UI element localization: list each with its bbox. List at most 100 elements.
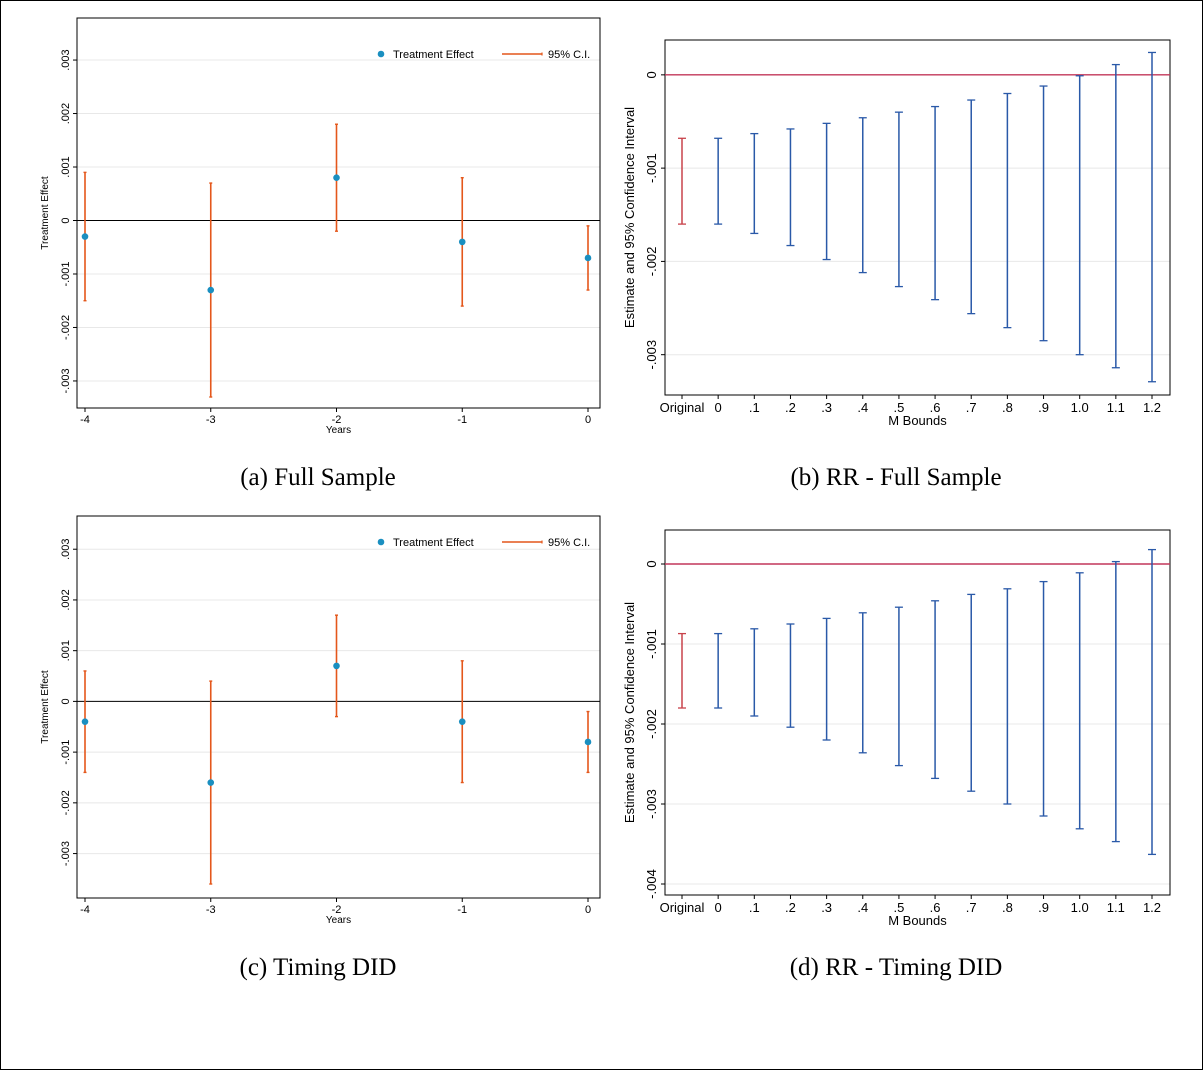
x-tick-label: .8: [1002, 900, 1013, 915]
legend-label-ci: 95% C.I.: [548, 537, 590, 549]
y-tick-label: -.001: [644, 629, 659, 659]
y-tick-label: -.002: [644, 709, 659, 739]
event-study-chart-full-sample: .003 .002 .001 0 -.001 -.002 -.003 -4 -3 -2 -1 0 Tre…: [40, 17, 601, 436]
x-tick-label: 1.0: [1071, 400, 1089, 415]
x-tick-label: -4: [80, 904, 90, 916]
y-tick-label: -.002: [60, 790, 72, 815]
y-tick-label: 0: [60, 217, 72, 223]
x-tick-label: -2: [332, 904, 342, 916]
y-tick-label: 0: [60, 698, 72, 704]
x-tick-label: .8: [1002, 400, 1013, 415]
x-tick-label: .7: [966, 400, 977, 415]
x-tick-label: 0: [715, 400, 722, 415]
y-tick-label: .003: [60, 49, 72, 70]
x-tick-label: -2: [332, 414, 342, 426]
x-tick-label: 0: [585, 414, 591, 426]
y-tick-label: 0: [644, 560, 659, 567]
treatment-effect-point: [458, 238, 466, 246]
x-tick-label: .4: [857, 900, 868, 915]
treatment-effect-point: [458, 718, 466, 725]
caption-a: (a) Full Sample: [240, 464, 396, 491]
x-tick-label: .9: [1038, 400, 1049, 415]
x-tick-label: -3: [206, 904, 216, 916]
rr-bounds-chart-full-sample: 0 -.001 -.002 -.003 Original 0 .1 .2 .3 .4 .5 .6 .7.…: [622, 39, 1171, 428]
x-axis-title: M Bounds: [888, 413, 947, 428]
y-tick-label: -.002: [60, 315, 72, 340]
legend-label-treatment-effect: Treatment Effect: [393, 537, 474, 549]
treatment-effect-point: [207, 779, 215, 786]
plot-border: [664, 39, 1171, 396]
y-tick-label: -.003: [644, 789, 659, 819]
treatment-effect-point: [584, 254, 592, 262]
x-axis-title: Years: [326, 425, 351, 436]
x-tick-label: -4: [80, 414, 90, 426]
x-tick-label: -3: [206, 414, 216, 426]
treatment-effect-point: [584, 738, 592, 746]
chart-panel-full-sample: .003 .002 .001 0 -.001 -.002 -.003 -4 -3 -2 -1 0 Tre…: [0, 0, 601, 460]
x-tick-label: Original: [660, 900, 705, 915]
x-tick-label: .3: [821, 400, 832, 415]
x-tick-label: -1: [457, 414, 467, 426]
x-tick-label: 1.1: [1107, 900, 1125, 915]
y-axis-title: Estimate and 95% Confidence Interval: [622, 107, 637, 328]
x-tick-label: .3: [821, 900, 832, 915]
x-tick-label: .9: [1038, 900, 1049, 915]
y-tick-label: -.001: [60, 261, 72, 286]
legend-label-treatment-effect: Treatment Effect: [393, 49, 474, 61]
y-tick-label: .001: [60, 156, 72, 177]
y-axis-title: Treatment Effect: [40, 670, 51, 744]
x-tick-label: .5: [894, 900, 905, 915]
x-tick-label: 0: [585, 904, 591, 916]
y-tick-label: -.003: [60, 368, 72, 393]
chart-panel-timing-did: .003 .002 .001 0 -.001 -.002 -.003 -4 -3 -2 -1 0 Tre…: [0, 510, 601, 950]
treatment-effect-point: [333, 662, 340, 670]
treatment-effect-point: [81, 233, 89, 240]
x-tick-label: .6: [930, 400, 941, 415]
y-tick-label: -.001: [644, 153, 659, 183]
legend-point-marker: [377, 538, 385, 546]
event-study-chart-timing-did: .003 .002 .001 0 -.001 -.002 -.003 -4 -3 -2 -1 0 Tre…: [40, 515, 601, 926]
chart-panel-rr-full-sample: 0 -.001 -.002 -.003 Original 0 .1 .2 .3 .4 .5 .6 .7.…: [600, 0, 1200, 460]
x-tick-label: .1: [749, 900, 760, 915]
legend-label-ci: 95% C.I.: [548, 49, 590, 61]
treatment-effect-point: [207, 286, 215, 294]
x-tick-label: 1.1: [1107, 400, 1125, 415]
x-tick-label: -1: [457, 904, 467, 916]
y-axis-title: Estimate and 95% Confidence Interval: [622, 602, 637, 823]
x-tick-label: .5: [894, 400, 905, 415]
x-tick-label: 0: [715, 900, 722, 915]
x-axis-title: M Bounds: [888, 913, 947, 928]
x-tick-label: .2: [785, 900, 796, 915]
y-tick-label: -.002: [644, 247, 659, 277]
y-tick-label: -.003: [644, 340, 659, 370]
caption-b: (b) RR - Full Sample: [790, 464, 1002, 491]
y-axis-title: Treatment Effect: [40, 176, 51, 250]
x-axis-title: Years: [326, 915, 351, 926]
y-tick-label: 0: [644, 71, 659, 78]
caption-d: (d) RR - Timing DID: [789, 954, 1003, 981]
y-tick-label: .002: [60, 589, 72, 610]
y-tick-label: -.004: [644, 869, 659, 899]
x-tick-label: .4: [857, 400, 868, 415]
x-tick-label: .1: [749, 400, 760, 415]
plot-border: [664, 529, 1171, 896]
treatment-effect-point: [81, 718, 89, 725]
y-tick-label: .002: [60, 103, 72, 124]
x-tick-label: .2: [785, 400, 796, 415]
x-tick-label: 1.2: [1143, 400, 1161, 415]
x-tick-label: .7: [966, 900, 977, 915]
y-tick-label: -.003: [60, 841, 72, 866]
y-tick-label: .001: [60, 640, 72, 661]
x-tick-label: 1.2: [1143, 900, 1161, 915]
chart-panel-rr-timing-did: 0 -.001 -.002 -.003 -.004 Original 0 .1 .2 .3 .4 .5…: [600, 510, 1200, 950]
plot-border: [76, 515, 601, 899]
x-tick-label: Original: [660, 400, 705, 415]
y-tick-label: .003: [60, 539, 72, 560]
y-tick-label: -.001: [60, 740, 72, 765]
x-tick-label: .6: [930, 900, 941, 915]
legend-point-marker: [377, 50, 385, 58]
caption-c: (c) Timing DID: [239, 954, 397, 981]
plot-border: [76, 17, 601, 409]
